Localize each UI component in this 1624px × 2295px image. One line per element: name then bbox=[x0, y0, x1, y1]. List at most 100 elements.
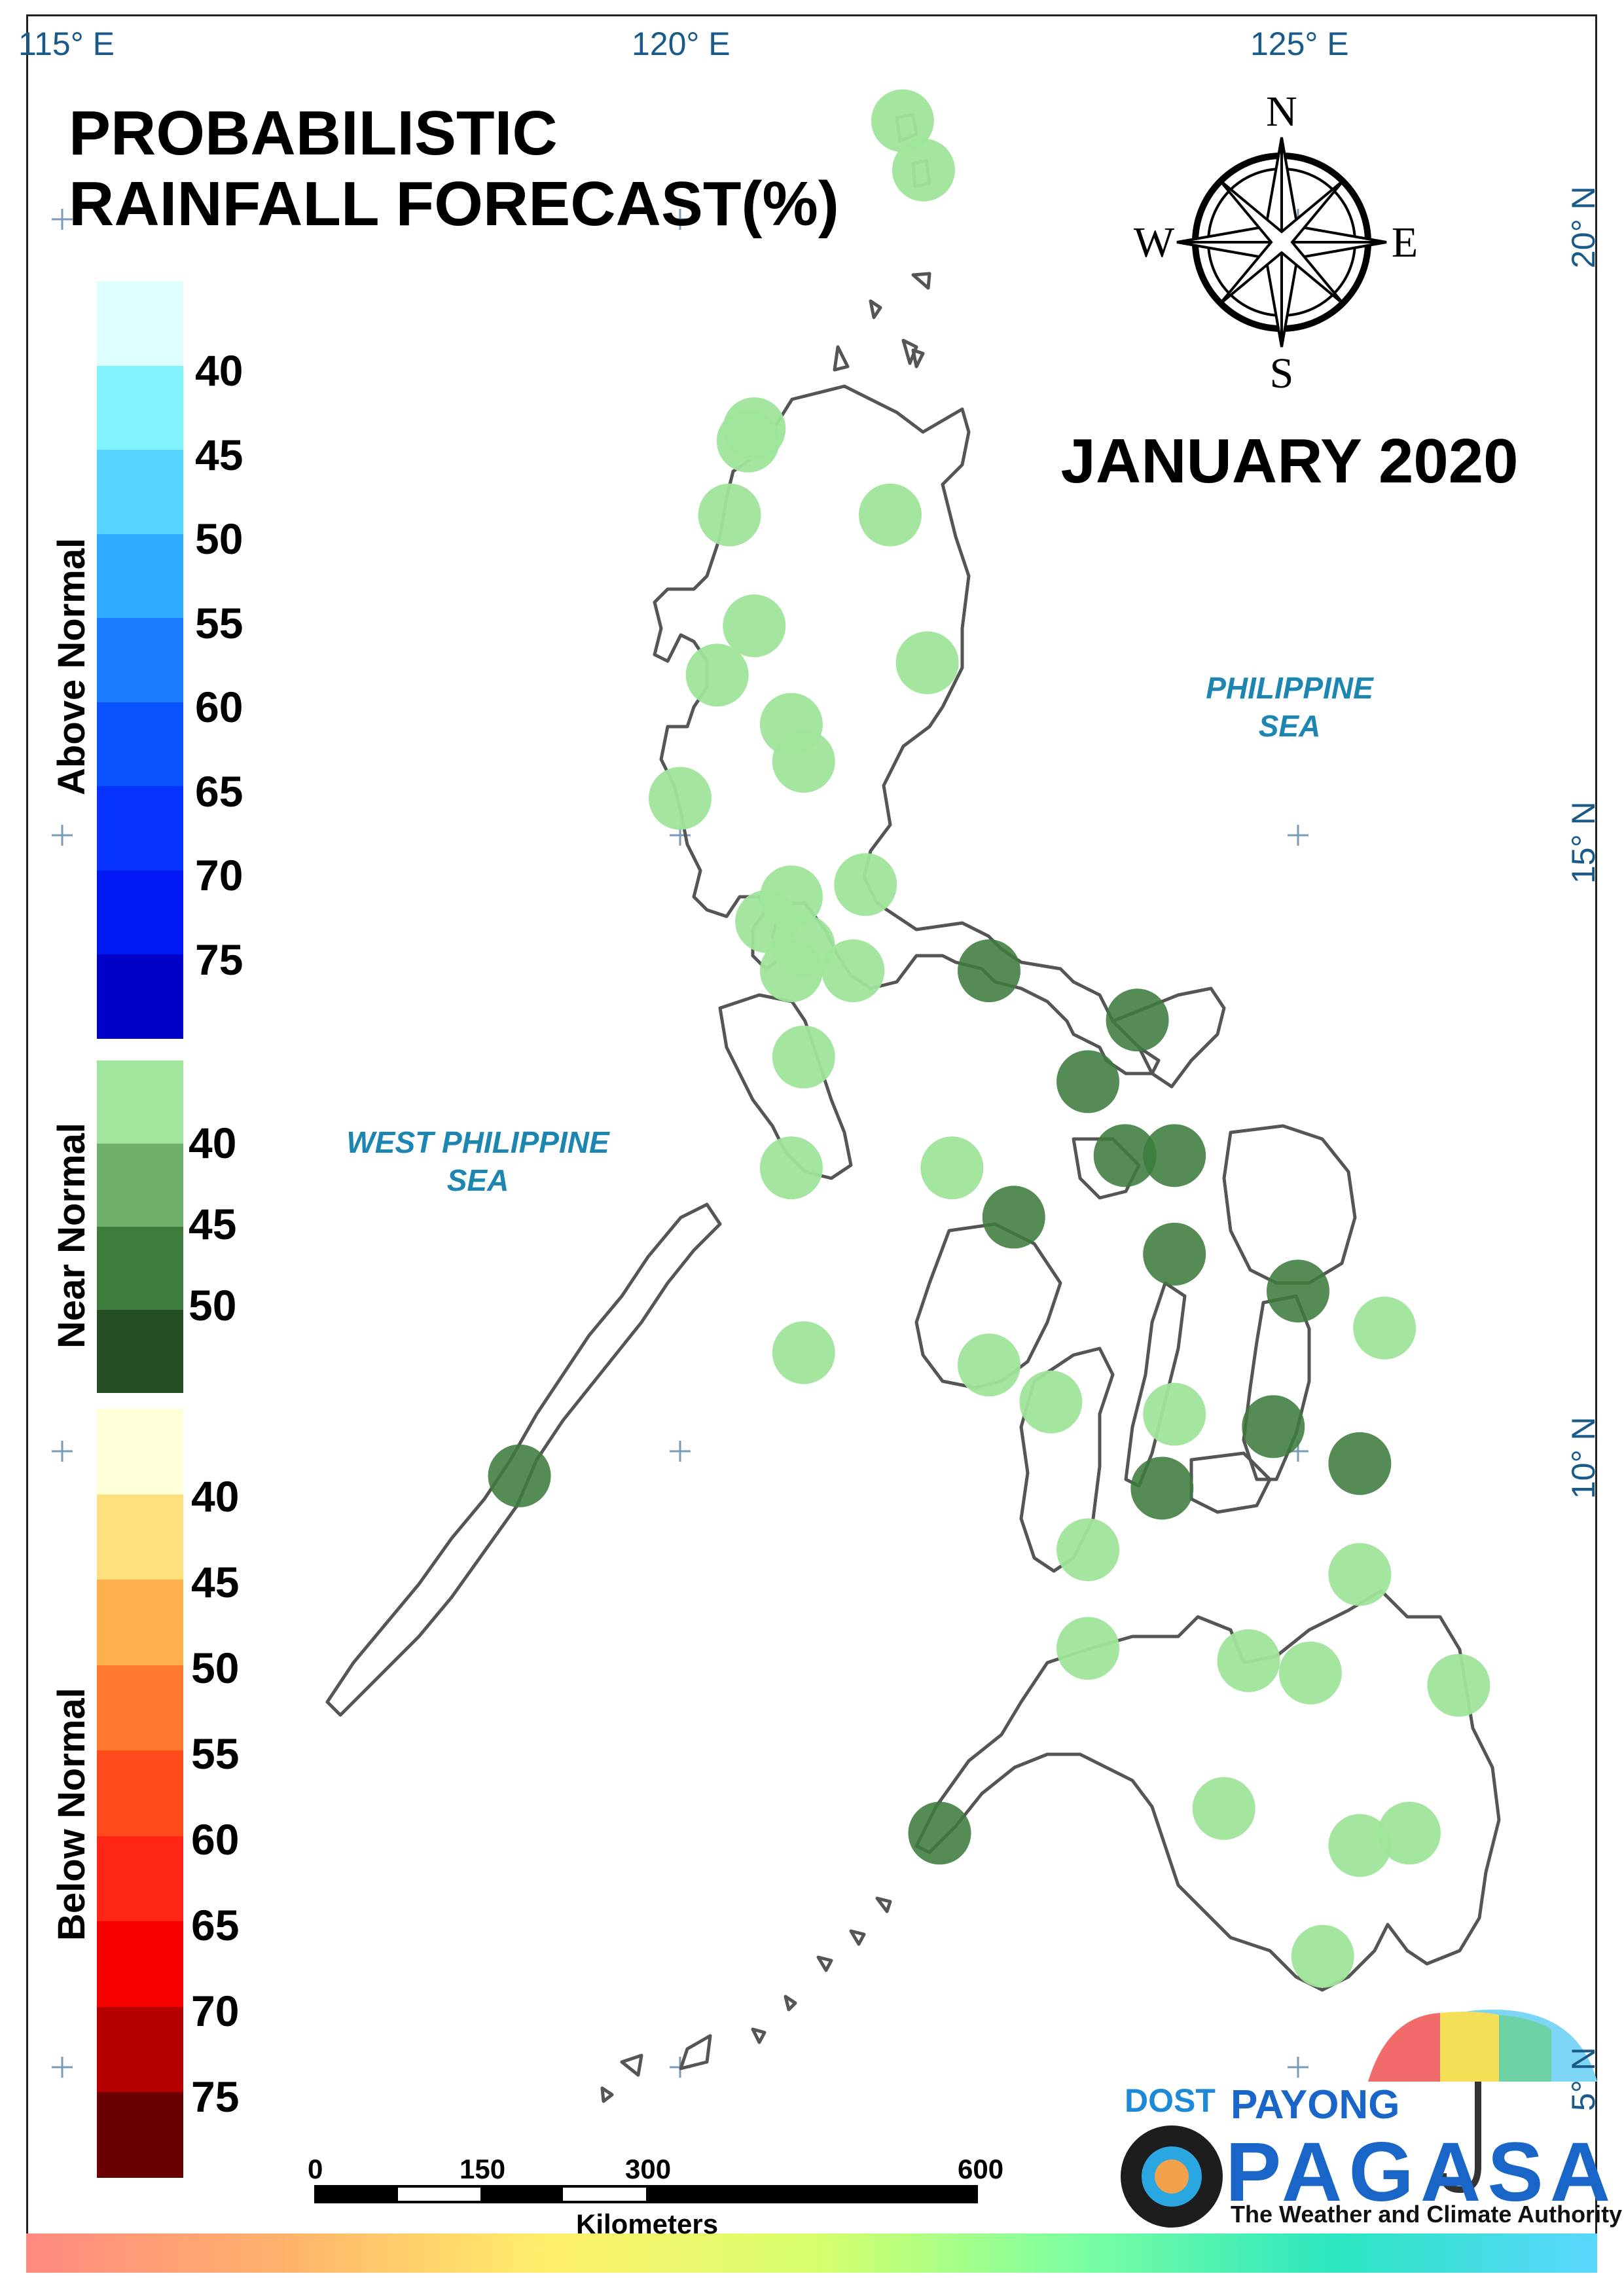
station-marker-45 bbox=[1106, 988, 1169, 1052]
legend-tick-label: 75 bbox=[195, 935, 244, 984]
legend-swatch bbox=[97, 954, 183, 1039]
station-marker-40 bbox=[759, 1136, 823, 1200]
station-marker-40 bbox=[1291, 1925, 1354, 1988]
compass-e: E bbox=[1392, 219, 1418, 266]
legend-tick-label: 65 bbox=[191, 1901, 240, 1949]
station-marker-40 bbox=[1427, 1653, 1490, 1717]
legend-swatch bbox=[97, 1144, 183, 1227]
legend-color-scale-above-normal bbox=[97, 281, 183, 1039]
pagasa-label: PAGASA bbox=[1225, 2125, 1617, 2219]
station-marker-40 bbox=[759, 939, 823, 1003]
latitude-label: 5° N bbox=[1565, 2047, 1602, 2111]
station-marker-45 bbox=[1328, 1432, 1392, 1495]
longitude-label: 115° E bbox=[18, 26, 115, 62]
station-marker-40 bbox=[871, 89, 934, 153]
station-marker-45 bbox=[1242, 1395, 1305, 1458]
scale-tick: 150 bbox=[460, 2154, 506, 2184]
latitude-label: 20° N bbox=[1565, 186, 1602, 268]
legend-swatch bbox=[97, 1580, 183, 1665]
legend-tick-label: 55 bbox=[191, 1729, 240, 1778]
legend-swatch bbox=[97, 618, 183, 702]
longitude-label: 120° E bbox=[632, 26, 731, 62]
legend-tick-label: 45 bbox=[189, 1200, 237, 1248]
legend-tick-label: 70 bbox=[191, 1987, 240, 2035]
scale-bar-segment bbox=[316, 2186, 398, 2202]
legend-tick-label: 40 bbox=[191, 1472, 240, 1521]
legend-tick-label: 40 bbox=[195, 346, 244, 395]
compass-needle-shade bbox=[1177, 137, 1386, 347]
legend-swatch bbox=[97, 1835, 183, 1921]
station-marker-40 bbox=[1278, 1641, 1342, 1705]
station-marker-40 bbox=[1056, 1518, 1120, 1581]
footer-color-bar bbox=[26, 2233, 1597, 2273]
legend-swatch bbox=[97, 281, 183, 366]
station-marker-40 bbox=[723, 594, 786, 658]
philippines-outline bbox=[325, 113, 1501, 2103]
latitude-label: 15° N bbox=[1565, 801, 1602, 884]
station-marker-40 bbox=[1056, 1617, 1120, 1680]
legend-swatch bbox=[97, 2092, 183, 2178]
station-marker-40 bbox=[685, 643, 749, 707]
legend-swatch bbox=[97, 870, 183, 954]
umbrella-red-panel bbox=[1368, 2013, 1440, 2082]
sulu-archipelago bbox=[600, 1896, 892, 2103]
station-marker-45 bbox=[908, 1801, 971, 1865]
legend-title-below-normal: Below Normal bbox=[50, 1688, 93, 1941]
scale-tick: 300 bbox=[625, 2154, 672, 2184]
map-title: PROBABILISTIC RAINFALL FORECAST(%) bbox=[69, 98, 920, 240]
station-marker-40 bbox=[821, 939, 885, 1003]
bicol-peninsula bbox=[1111, 986, 1226, 1089]
legend-swatch bbox=[97, 1060, 183, 1144]
station-marker-40 bbox=[1377, 1801, 1441, 1865]
station-marker-40 bbox=[716, 409, 780, 473]
legend-swatch bbox=[97, 1494, 183, 1580]
station-marker-45 bbox=[1130, 1456, 1194, 1520]
west-philippine-sea-label: WEST PHILIPPINE SEA bbox=[308, 1123, 648, 1199]
latitude-label: 10° N bbox=[1565, 1417, 1602, 1499]
dost-logo-center bbox=[1155, 2159, 1189, 2194]
station-marker-45 bbox=[1267, 1259, 1329, 1323]
philippine-sea-line-2: SEA bbox=[1258, 709, 1321, 743]
station-marker-45 bbox=[1056, 1050, 1120, 1113]
station-marker-40 bbox=[858, 483, 922, 547]
mindanao-island bbox=[914, 1589, 1501, 1992]
pagasa-tagline: The Weather and Climate Authority bbox=[1231, 2201, 1623, 2228]
payong-pagasa-logo bbox=[1121, 2010, 1597, 2228]
legend-tick-label: 50 bbox=[195, 515, 244, 563]
forecast-month: JANUARY 2020 bbox=[1060, 426, 1519, 496]
scale-tick: 600 bbox=[958, 2154, 1004, 2184]
west-philippine-sea-line-1: WEST PHILIPPINE bbox=[346, 1125, 609, 1159]
compass-n: N bbox=[1266, 88, 1297, 136]
legend-tick-label: 45 bbox=[191, 1558, 240, 1606]
payong-label: PAYONG bbox=[1231, 2082, 1400, 2127]
legend-swatch bbox=[97, 1227, 183, 1310]
palawan-island bbox=[325, 1202, 722, 1717]
legend-swatch bbox=[97, 1310, 183, 1393]
longitude-label: 125° E bbox=[1250, 26, 1349, 62]
legend-tick-label: 75 bbox=[191, 2072, 240, 2121]
bohol-island bbox=[1189, 1451, 1272, 1514]
station-marker-45 bbox=[1093, 1124, 1157, 1187]
station-marker-40 bbox=[1217, 1629, 1280, 1692]
station-marker-40 bbox=[1353, 1296, 1416, 1360]
umbrella-green-panel bbox=[1499, 2015, 1551, 2082]
legend-swatch bbox=[97, 2006, 183, 2092]
legend-color-scale-near-normal bbox=[97, 1060, 183, 1393]
station-markers bbox=[488, 89, 1490, 1988]
legend-swatch bbox=[97, 1921, 183, 2007]
compass-needle-diagonal bbox=[1218, 179, 1345, 306]
station-marker-45 bbox=[958, 939, 1020, 1003]
legend-tick-label: 50 bbox=[189, 1281, 237, 1329]
map-title-line-1: PROBABILISTIC bbox=[69, 98, 558, 168]
legend-tick-label: 50 bbox=[191, 1644, 240, 1692]
legend-tick-label: 70 bbox=[195, 851, 244, 899]
legend-swatch bbox=[97, 786, 183, 871]
legend-tick-label: 55 bbox=[195, 598, 244, 647]
station-marker-40 bbox=[892, 138, 955, 202]
umbrella-yellow-panel bbox=[1440, 2012, 1499, 2082]
scale-unit-label: Kilometers bbox=[576, 2209, 719, 2239]
station-marker-40 bbox=[1143, 1382, 1206, 1446]
station-marker-40 bbox=[1019, 1370, 1083, 1434]
station-marker-45 bbox=[488, 1444, 551, 1508]
mindoro-island bbox=[718, 993, 853, 1180]
